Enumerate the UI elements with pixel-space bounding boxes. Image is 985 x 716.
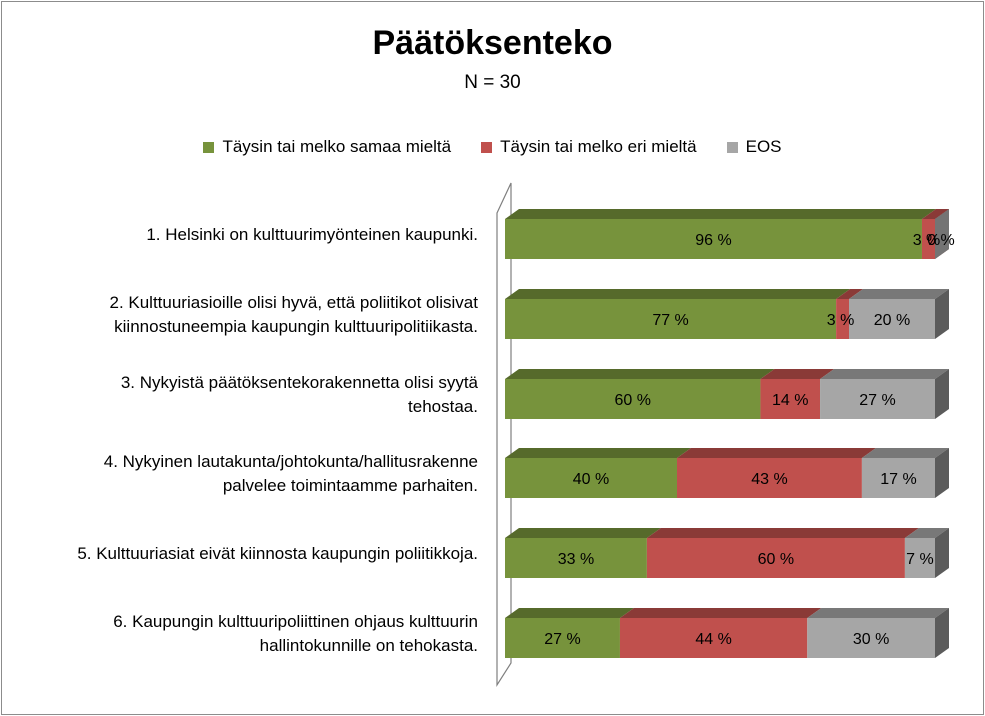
bar-top-face xyxy=(677,448,876,458)
legend: Täysin tai melko samaa mieltä Täysin tai… xyxy=(0,137,985,157)
bar-segment xyxy=(505,458,677,498)
category-label: 1. Helsinki on kulttuurimyönteinen kaupu… xyxy=(0,223,478,247)
bar-segment xyxy=(505,618,620,658)
bar-side-face xyxy=(935,528,949,578)
data-label: 40 % xyxy=(573,471,609,488)
legend-label-eos: EOS xyxy=(745,137,782,156)
legend-item-agree: Täysin tai melko samaa mieltä xyxy=(203,137,451,157)
legend-item-eos: EOS xyxy=(726,137,782,157)
category-label: 3. Nykyistä päätöksentekorakennetta olis… xyxy=(0,371,478,419)
bar-segment xyxy=(904,538,935,578)
bar-segment xyxy=(921,219,935,259)
data-label: 20 % xyxy=(874,312,910,329)
data-label: 30 % xyxy=(853,631,889,648)
data-label: 43 % xyxy=(751,471,787,488)
category-label: 4. Nykyinen lautakunta/johtokunta/hallit… xyxy=(0,450,478,498)
bar-top-face xyxy=(760,369,835,379)
data-label: 7 % xyxy=(906,551,934,568)
bar-top-face xyxy=(921,209,949,219)
legend-label-disagree: Täysin tai melko eri mieltä xyxy=(500,137,697,156)
legend-label-agree: Täysin tai melko samaa mieltä xyxy=(222,137,452,156)
legend-swatch-agree xyxy=(203,141,215,153)
data-label: 44 % xyxy=(695,631,731,648)
category-label: 5. Kulttuuriasiat eivät kiinnosta kaupun… xyxy=(0,542,478,566)
bar-top-face xyxy=(836,289,863,299)
bar-segment xyxy=(807,618,935,658)
bar-top-face xyxy=(646,528,919,538)
category-label-line: 4. Nykyinen lautakunta/johtokunta/hallit… xyxy=(103,452,478,471)
data-label: 60 % xyxy=(758,551,794,568)
bar-top-face xyxy=(505,289,851,299)
bar-top-face xyxy=(849,289,949,299)
bar-segment xyxy=(760,379,821,419)
legend-swatch-eos xyxy=(726,141,738,153)
data-label: 77 % xyxy=(652,312,688,329)
category-label: 6. Kaupungin kulttuuripoliittinen ohjaus… xyxy=(0,610,478,658)
data-label: 27 % xyxy=(544,631,580,648)
category-label-line: palvelee toimintaamme parhaiten. xyxy=(222,476,478,495)
bar-segment xyxy=(677,458,862,498)
data-label: 17 % xyxy=(880,471,916,488)
data-label: 14 % xyxy=(772,392,808,409)
bar-top-face xyxy=(807,608,949,618)
bar-side-face xyxy=(935,209,949,259)
bar-top-face xyxy=(505,448,691,458)
category-label-line: 3. Nykyistä päätöksentekorakennetta olis… xyxy=(120,373,478,392)
data-label: 0 % xyxy=(927,232,955,249)
bar-segment xyxy=(505,219,922,259)
category-label-line: tehostaa. xyxy=(408,397,478,416)
bar-top-face xyxy=(619,608,822,618)
bar-side-face xyxy=(935,448,949,498)
bar-top-face xyxy=(505,608,634,618)
category-label-line: kiinnostuneempia kaupungin kulttuuripoli… xyxy=(114,317,478,336)
bar-segment xyxy=(820,379,935,419)
bar-segment xyxy=(505,299,837,339)
chart-subtitle: N = 30 xyxy=(464,72,521,93)
bar-segment xyxy=(619,618,808,658)
legend-swatch-disagree xyxy=(481,141,493,153)
bar-segment xyxy=(505,538,647,578)
bar-top-face xyxy=(505,528,661,538)
bar-top-face xyxy=(505,209,936,219)
category-label: 2. Kulttuuriasioille olisi hyvä, että po… xyxy=(0,291,478,339)
bar-top-face xyxy=(820,369,949,379)
legend-item-disagree: Täysin tai melko eri mieltä xyxy=(481,137,697,157)
bar-side-face xyxy=(935,289,949,339)
bar-segment xyxy=(836,299,849,339)
category-label-line: 5. Kulttuuriasiat eivät kiinnosta kaupun… xyxy=(77,544,478,563)
data-label: 3 % xyxy=(827,312,855,329)
category-label-line: 6. Kaupungin kulttuuripoliittinen ohjaus… xyxy=(113,612,478,631)
bar-segment xyxy=(646,538,905,578)
bar-top-face xyxy=(861,448,949,458)
category-label-line: 1. Helsinki on kulttuurimyönteinen kaupu… xyxy=(146,225,478,244)
data-label: 60 % xyxy=(614,392,650,409)
category-label-line: hallintokunnille on tehokasta. xyxy=(259,636,478,655)
data-label: 3 % xyxy=(913,232,941,249)
data-label: 33 % xyxy=(558,551,594,568)
bar-segment xyxy=(849,299,935,339)
data-label: 96 % xyxy=(695,232,731,249)
chart-title: Päätöksenteko xyxy=(372,24,613,62)
bar-top-face xyxy=(505,369,775,379)
bar-segment xyxy=(505,379,761,419)
category-label-line: 2. Kulttuuriasioille olisi hyvä, että po… xyxy=(109,293,478,312)
bar-segment xyxy=(861,458,935,498)
data-label: 27 % xyxy=(859,392,895,409)
bar-top-face xyxy=(904,528,949,538)
bar-side-face xyxy=(935,608,949,658)
bar-side-face xyxy=(935,369,949,419)
